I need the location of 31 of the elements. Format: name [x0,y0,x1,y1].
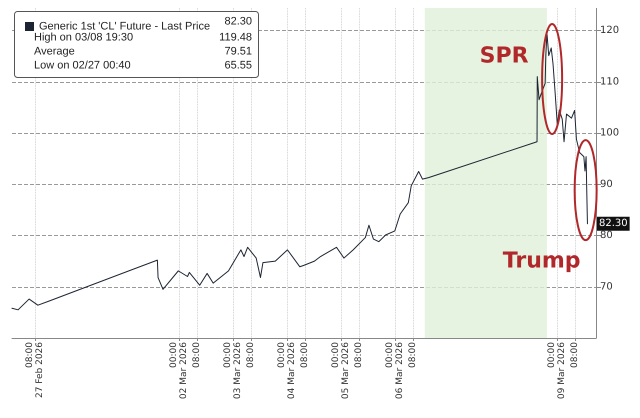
x-tick-label: 08:00 27 Feb 2026 [24,342,45,398]
y-tick-label: 90 [600,178,613,190]
y-tick-label: 120 [600,25,620,36]
y-tick-label: 80 [600,230,613,242]
y-tick-label: 110 [600,76,620,88]
annotation: Average [34,46,75,58]
annotation: Trump [502,248,581,274]
annotation: 82.30 [224,16,252,28]
x-tick-label: 08:00 [570,342,580,368]
x-tick-label: 00:00 09 Mar 2026 [547,342,568,400]
x-tick-label: 00:00 02 Mar 2026 [168,342,189,400]
y-tick-label: 100 [600,128,620,139]
annotation: SPR [480,44,529,69]
x-tick-label: 08:00 [246,342,256,368]
annotation: 79.51 [224,46,252,58]
annotation: Low on 02/27 00:40 [34,60,131,72]
x-tick-label: 08:00 [300,342,310,368]
x-tick-label: 00:00 05 Mar 2026 [331,342,352,400]
legend-label: Generic 1st 'CL' Future - Last Price [39,20,210,32]
x-tick-label: 00:00 03 Mar 2026 [222,342,243,400]
y-tick-label: 70 [600,281,613,292]
line-series [12,32,588,310]
x-tick-label: 00:00 04 Mar 2026 [277,342,298,400]
x-tick-label: 08:00 [354,342,364,368]
x-tick-label: 08:00 [408,342,418,368]
annotation: 119.48 [219,32,252,44]
text: 82.30 [599,218,628,230]
x-tick-label: 08:00 [192,342,202,368]
annotation: 65.55 [224,60,252,72]
x-tick-label: 00:00 06 Mar 2026 [385,342,406,400]
annotation: High on 03/08 19:30 [34,32,134,44]
